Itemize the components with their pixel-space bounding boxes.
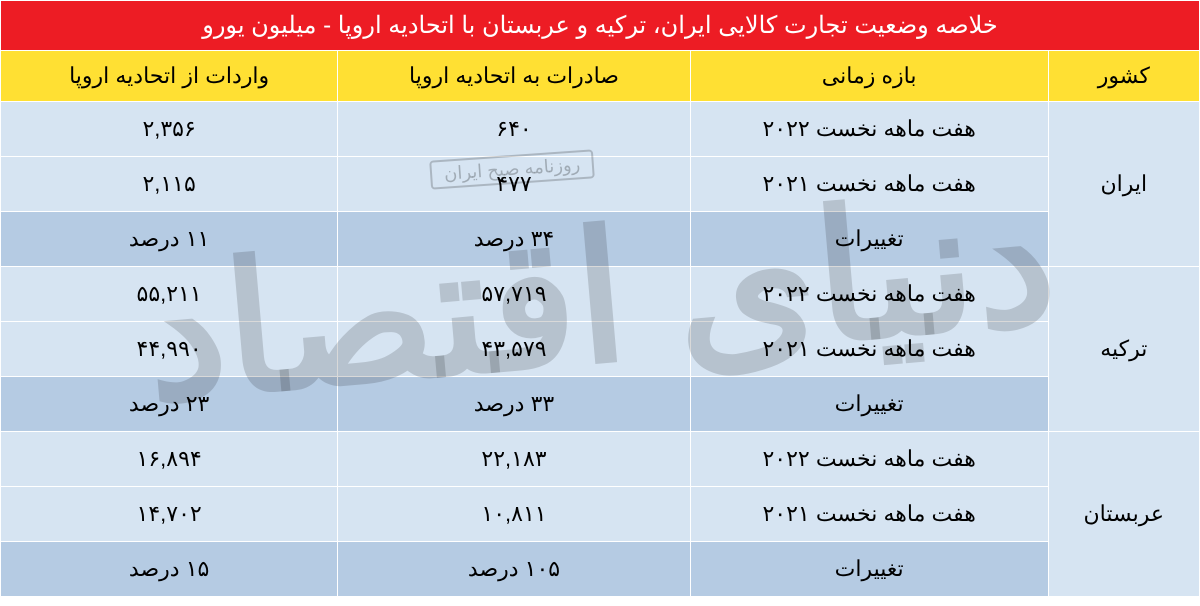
exports-cell: ۱۰۵ درصد [338,542,690,597]
period-cell: تغییرات [690,377,1048,432]
period-cell: تغییرات [690,212,1048,267]
col-imports: واردات از اتحادیه اروپا [1,51,338,102]
country-cell: عربستان [1048,432,1199,597]
period-cell: هفت ماهه نخست ۲۰۲۱ [690,487,1048,542]
imports-cell: ۲,۱۱۵ [1,157,338,212]
table-row: عربستانهفت ماهه نخست ۲۰۲۲۲۲,۱۸۳۱۶,۸۹۴ [1,432,1200,487]
col-exports: صادرات به اتحادیه اروپا [338,51,690,102]
country-cell: ایران [1048,102,1199,267]
exports-cell: ۳۳ درصد [338,377,690,432]
period-cell: تغییرات [690,542,1048,597]
table-row: هفت ماهه نخست ۲۰۲۱۱۰,۸۱۱۱۴,۷۰۲ [1,487,1200,542]
imports-cell: ۲۳ درصد [1,377,338,432]
col-country: کشور [1048,51,1199,102]
period-cell: هفت ماهه نخست ۲۰۲۲ [690,102,1048,157]
imports-cell: ۱۴,۷۰۲ [1,487,338,542]
table-row: هفت ماهه نخست ۲۰۲۱۴۳,۵۷۹۴۴,۹۹۰ [1,322,1200,377]
imports-cell: ۱۵ درصد [1,542,338,597]
country-cell: ترکیه [1048,267,1199,432]
col-period: بازه زمانی [690,51,1048,102]
table-title: خلاصه وضعیت تجارت کالایی ایران، ترکیه و … [1,1,1200,51]
exports-cell: ۴۳,۵۷۹ [338,322,690,377]
imports-cell: ۱۶,۸۹۴ [1,432,338,487]
table-row: تغییرات۱۰۵ درصد۱۵ درصد [1,542,1200,597]
exports-cell: ۶۴۰ [338,102,690,157]
period-cell: هفت ماهه نخست ۲۰۲۲ [690,267,1048,322]
header-row: کشور بازه زمانی صادرات به اتحادیه اروپا … [1,51,1200,102]
table-row: ایرانهفت ماهه نخست ۲۰۲۲۶۴۰۲,۳۵۶ [1,102,1200,157]
trade-table: خلاصه وضعیت تجارت کالایی ایران، ترکیه و … [0,0,1200,597]
period-cell: هفت ماهه نخست ۲۰۲۲ [690,432,1048,487]
table-row: ترکیههفت ماهه نخست ۲۰۲۲۵۷,۷۱۹۵۵,۲۱۱ [1,267,1200,322]
table-row: هفت ماهه نخست ۲۰۲۱۴۷۷۲,۱۱۵ [1,157,1200,212]
table-row: تغییرات۳۳ درصد۲۳ درصد [1,377,1200,432]
exports-cell: ۴۷۷ [338,157,690,212]
imports-cell: ۲,۳۵۶ [1,102,338,157]
title-row: خلاصه وضعیت تجارت کالایی ایران، ترکیه و … [1,1,1200,51]
imports-cell: ۱۱ درصد [1,212,338,267]
imports-cell: ۴۴,۹۹۰ [1,322,338,377]
exports-cell: ۲۲,۱۸۳ [338,432,690,487]
imports-cell: ۵۵,۲۱۱ [1,267,338,322]
period-cell: هفت ماهه نخست ۲۰۲۱ [690,157,1048,212]
table-row: تغییرات۳۴ درصد۱۱ درصد [1,212,1200,267]
period-cell: هفت ماهه نخست ۲۰۲۱ [690,322,1048,377]
exports-cell: ۱۰,۸۱۱ [338,487,690,542]
exports-cell: ۵۷,۷۱۹ [338,267,690,322]
trade-table-container: خلاصه وضعیت تجارت کالایی ایران، ترکیه و … [0,0,1200,597]
exports-cell: ۳۴ درصد [338,212,690,267]
